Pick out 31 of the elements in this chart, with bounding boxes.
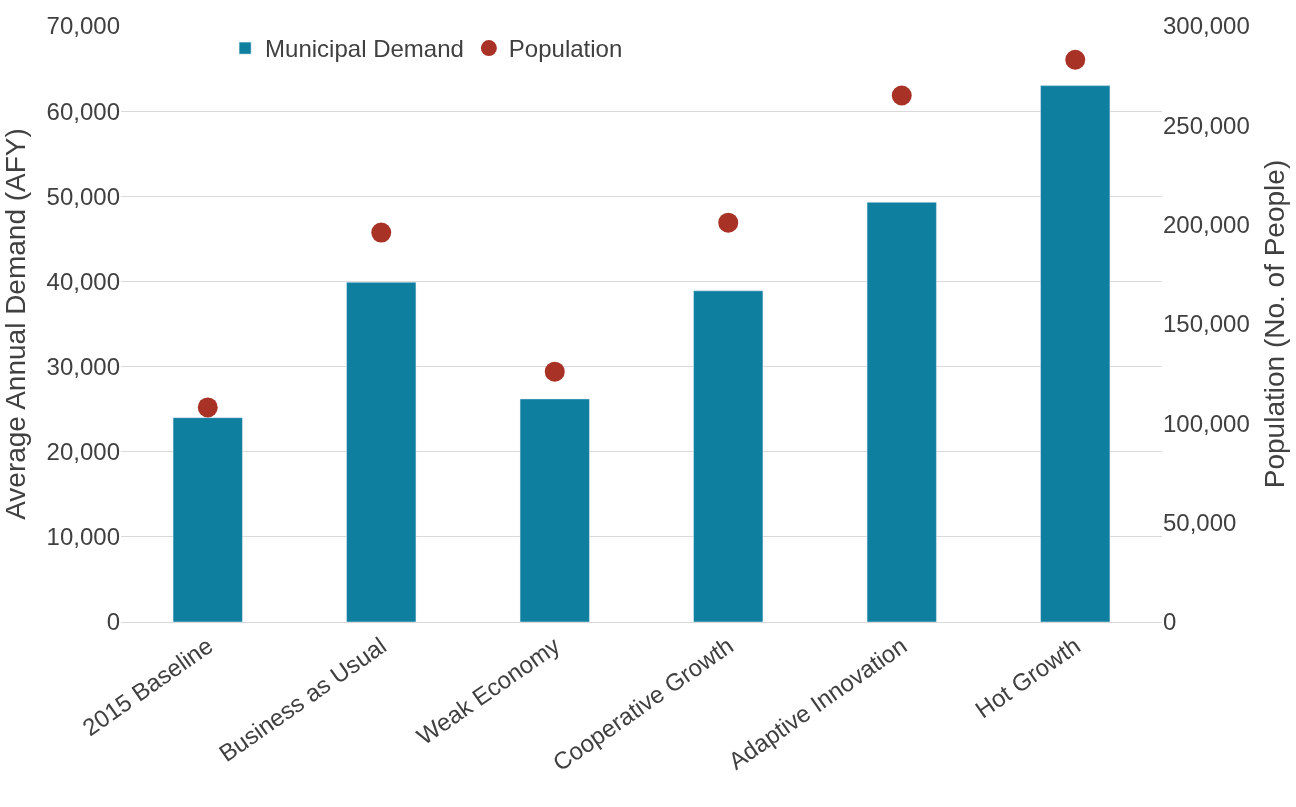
y2-tick-label: 250,000	[1163, 111, 1250, 139]
y2-tick-label: 0	[1163, 608, 1177, 636]
bar	[693, 290, 764, 622]
y-tick-label: 70,000	[46, 12, 120, 40]
legend-label: Population	[508, 35, 623, 63]
bar	[346, 282, 417, 622]
point	[371, 222, 392, 243]
y-axis-title: Average Annual Demand (AFY)	[0, 128, 31, 520]
point	[544, 361, 565, 382]
point	[891, 85, 912, 106]
y-tick-label: 0	[106, 608, 120, 636]
y-tick-label: 20,000	[46, 438, 120, 466]
y-tick-label: 40,000	[46, 267, 120, 295]
point	[718, 212, 739, 233]
y-tick-label: 50,000	[46, 182, 120, 210]
legend-label: Municipal Demand	[265, 35, 464, 63]
bar	[1040, 85, 1111, 622]
y2-tick-label: 150,000	[1163, 310, 1250, 338]
y-tick-label: 10,000	[46, 523, 120, 551]
y2-tick-label: 100,000	[1163, 409, 1250, 437]
bar	[519, 398, 590, 622]
bar	[866, 202, 937, 622]
y-tick-label: 60,000	[46, 97, 120, 125]
point	[197, 397, 218, 418]
y-tick-label: 30,000	[46, 352, 120, 380]
y2-tick-label: 300,000	[1163, 12, 1250, 40]
y2-tick-label: 200,000	[1163, 211, 1250, 239]
bar	[172, 417, 243, 622]
point	[1065, 49, 1086, 70]
y2-axis-title: Population (No. of People)	[1258, 159, 1290, 489]
y2-tick-label: 50,000	[1163, 509, 1237, 537]
